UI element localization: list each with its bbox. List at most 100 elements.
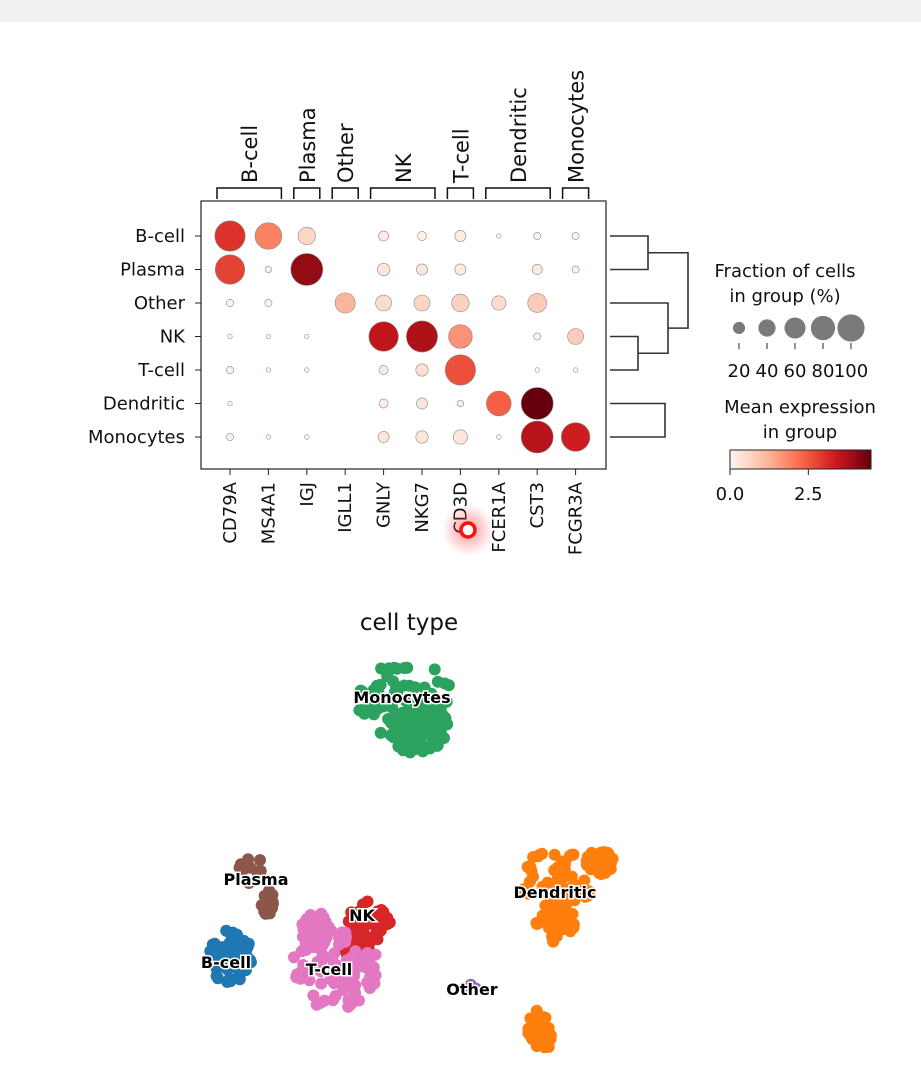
point-T-cell — [311, 956, 324, 969]
point-Dendritic — [590, 851, 603, 864]
point-T-cell — [367, 961, 380, 974]
dot-Dendritic-CD3D — [456, 399, 464, 407]
dot-NK-MS4A1 — [265, 333, 271, 340]
dot-NK-CD79A — [227, 333, 233, 340]
dot-Monocytes-MS4A1 — [265, 434, 271, 440]
size-legend-title: in group (%) — [729, 286, 840, 307]
size-legend-dot — [837, 314, 865, 342]
dot-Monocytes-FCER1A — [496, 434, 502, 440]
point-B-cell — [222, 962, 235, 975]
bracket — [216, 187, 283, 199]
point-Monocytes — [368, 689, 381, 702]
point-Dendritic — [567, 921, 580, 934]
point-B-cell — [233, 973, 246, 986]
dot-Plasma-NKG7 — [416, 263, 428, 276]
colorbar-tick: 0.0 — [716, 484, 745, 505]
dot-Plasma-MS4A1 — [264, 265, 272, 273]
x-tick-label: CD79A — [220, 481, 241, 543]
cluster-label-NK: NK — [349, 906, 375, 925]
dotplot-chart: B-cell Plasma Other NK T-cell Dendritic Monocy… — [88, 70, 876, 556]
point-Monocytes — [386, 701, 398, 714]
dot-B-cell-CD3D — [454, 230, 467, 242]
point-Monocytes — [397, 744, 410, 757]
dot-B-cell-GNLY — [378, 230, 389, 242]
y-tick-label: T-cell — [137, 360, 185, 381]
point-T-cell — [314, 917, 327, 930]
point-Dendritic — [517, 883, 530, 896]
dot-T-cell-IGJ — [304, 367, 310, 373]
point-T-cell — [361, 947, 374, 959]
point-Monocytes — [415, 742, 427, 754]
x-tick-label: NKG7 — [412, 482, 433, 533]
dot-Plasma-CD3D — [454, 263, 467, 276]
point-Monocytes — [430, 703, 443, 716]
dot-Other-MS4A1 — [264, 299, 273, 307]
dot-T-cell-CD3D — [444, 354, 476, 386]
dot-NK-NKG7 — [406, 320, 438, 353]
cluster-labels: Monocytes Plasma NK Dendritic B-cell T-cell Ot… — [199, 687, 598, 1001]
point-T-cell — [318, 994, 331, 1007]
point-Dendritic — [536, 847, 548, 860]
gene-group-label: Dendritic — [507, 87, 531, 183]
point-Dendritic — [602, 855, 615, 867]
gene-group-label: B-cell — [238, 125, 262, 183]
point-T-cell — [294, 972, 307, 985]
dot-Other-CST3 — [527, 293, 547, 313]
point-B-cell — [232, 964, 245, 977]
dot-Plasma-IGJ — [290, 253, 324, 286]
point-T-cell — [303, 974, 316, 987]
size-legend-dot — [810, 315, 836, 341]
y-tick-label: NK — [160, 327, 186, 348]
dot-T-cell-CD79A — [226, 366, 234, 374]
point-T-cell — [301, 933, 314, 946]
size-legend-tick: 40 — [756, 361, 779, 382]
gene-group-label: Monocytes — [565, 70, 589, 183]
y-tick-label: B-cell — [135, 226, 185, 247]
cluster-label-Monocytes: Monocytes — [353, 688, 450, 707]
point-Monocytes — [391, 732, 404, 745]
point-Plasma — [254, 854, 266, 867]
dot-Monocytes-GNLY — [377, 431, 390, 443]
dot-B-cell-CD79A — [214, 220, 246, 252]
point-Dendritic — [578, 874, 591, 887]
scatter-title: cell type — [360, 610, 458, 636]
point-Dendritic — [524, 1026, 537, 1039]
point-Dendritic — [583, 885, 596, 898]
size-legend-tick: 80 — [812, 361, 835, 382]
point-Plasma — [233, 861, 246, 874]
cluster-label-Plasma: Plasma — [224, 870, 289, 889]
point-Dendritic — [536, 1013, 549, 1026]
dot-Monocytes-IGJ — [304, 434, 310, 440]
point-Other — [466, 983, 478, 996]
browser-top-bar — [0, 0, 921, 22]
point-T-cell — [301, 924, 313, 937]
point-NK — [357, 898, 369, 911]
point-Plasma — [242, 853, 255, 866]
dot-Plasma-CD79A — [214, 254, 246, 285]
point-Monocytes — [405, 736, 418, 749]
point-Monocytes — [371, 703, 384, 716]
point-NK — [370, 925, 383, 938]
colorbar-tick: 2.5 — [794, 484, 823, 505]
gene-group-label: NK — [392, 152, 416, 183]
point-Monocytes — [391, 662, 404, 675]
size-legend-dot — [784, 317, 806, 339]
point-T-cell — [347, 970, 360, 983]
point-Dendritic — [564, 849, 576, 862]
point-NK — [345, 906, 358, 919]
dot-T-cell-NKG7 — [415, 363, 429, 377]
size-legend-dot — [732, 321, 746, 335]
point-Monocytes — [374, 726, 387, 739]
point-Plasma — [266, 897, 279, 910]
dot-Other-FCER1A — [491, 295, 507, 311]
point-T-cell — [352, 994, 365, 1007]
dot-Dendritic-CST3 — [520, 387, 554, 420]
point-Dendritic — [544, 908, 557, 921]
point-Dendritic — [542, 917, 555, 930]
x-tick-label: FCGR3A — [566, 481, 587, 555]
point-T-cell — [317, 933, 330, 946]
dotplot-frame — [200, 200, 607, 470]
point-T-cell — [326, 952, 339, 965]
point-Dendritic — [568, 894, 581, 907]
point-Monocytes — [431, 675, 444, 688]
